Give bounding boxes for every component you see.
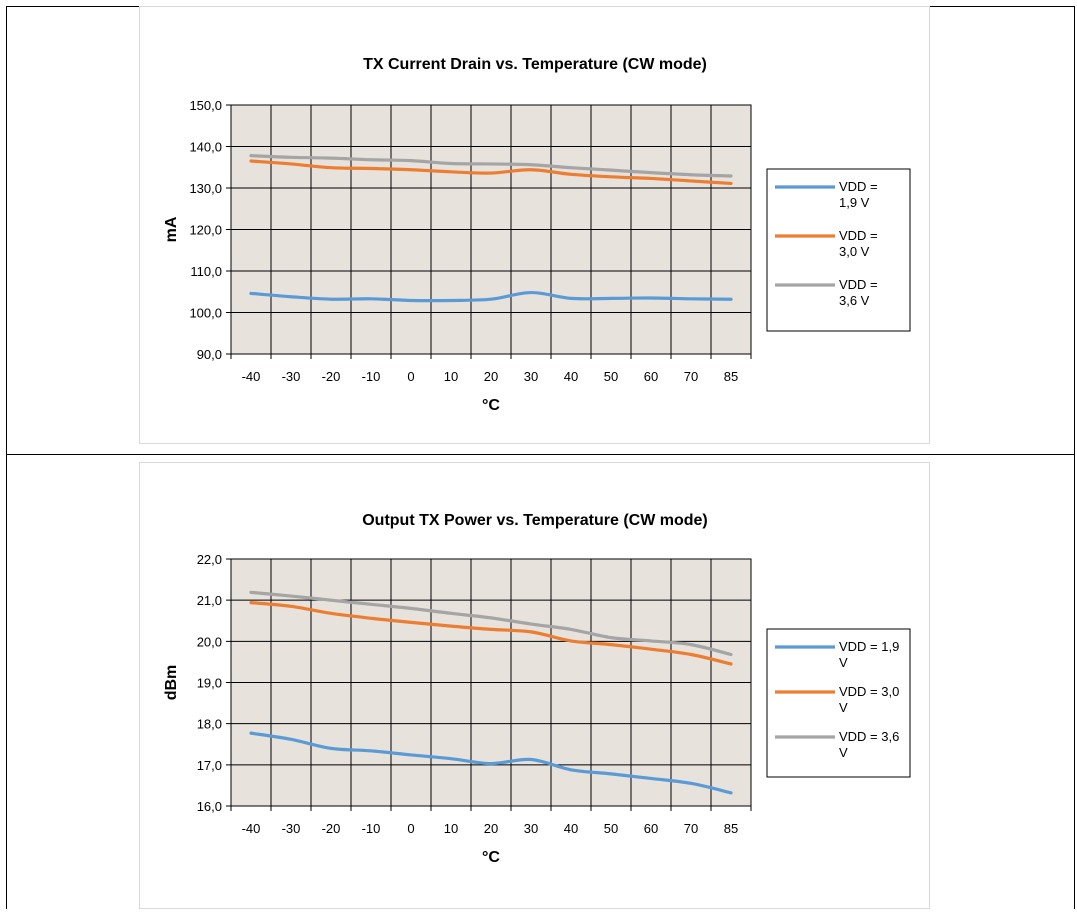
chart1-legend-label-line: V (839, 745, 848, 760)
chart0-x-tick-label: 60 (644, 369, 658, 384)
chart0-x-tick-label: 0 (407, 369, 414, 384)
chart0-x-tick-label: -10 (362, 369, 381, 384)
chart0-legend-label-line: 3,6 V (839, 293, 870, 308)
chart0-legend-box (766, 168, 911, 332)
chart1-x-tick-label: 70 (684, 821, 698, 836)
chart0-legend-label-line: 1,9 V (839, 195, 870, 210)
chart0-legend-label-line: VDD = (839, 228, 878, 243)
chart0-x-tick-label: 70 (684, 369, 698, 384)
chart1-x-tick-label: 30 (524, 821, 538, 836)
row-divider (6, 454, 1075, 455)
chart1-x-tick-label: 40 (564, 821, 578, 836)
chart1-legend-label-line: V (839, 700, 848, 715)
chart0-y-tick-label: 100,0 (189, 306, 222, 321)
chart0-y-tick-label: 130,0 (189, 181, 222, 196)
chart1-legend-label-line: V (839, 655, 848, 670)
chart1-x-tick-label: -40 (242, 821, 261, 836)
chart0-series-line-3 (249, 154, 733, 178)
chart0-series-line-2 (249, 159, 733, 186)
chart0-y-tick-label: 140,0 (189, 140, 222, 155)
chart0-y-tick-label: 120,0 (189, 223, 222, 238)
chart0-y-tick-label: 150,0 (189, 98, 222, 113)
chart0-legend-label-2: VDD = 3,0 V (839, 228, 878, 259)
chart0-x-tick-label: 85 (724, 369, 738, 384)
chart0-x-tick-label: 10 (444, 369, 458, 384)
chart1-legend-label-line: VDD = 1,9 (839, 639, 899, 654)
chart0-y-tick-label: 90,0 (197, 347, 222, 362)
chart-output-power-svg: Output TX Power vs. Temperature (CW mode… (163, 512, 911, 866)
chart1-x-tick-label: 20 (484, 821, 498, 836)
chart-current-drain-svg: TX Current Drain vs. Temperature (CW mod… (163, 56, 911, 414)
chart1-series-line-1 (249, 731, 733, 795)
chart1-y-tick-label: 19,0 (197, 676, 222, 691)
chart0-legend-label-1: VDD = 1,9 V (839, 179, 878, 210)
chart1-x-tick-label: 85 (724, 821, 738, 836)
chart1-y-tick-label: 21,0 (197, 593, 222, 608)
chart0-y-tick-label: 110,0 (190, 264, 222, 279)
chart0-legend-label-line: VDD = (839, 179, 878, 194)
chart0-x-tick-label: 30 (524, 369, 538, 384)
chart0-y-axis-label: mA (163, 216, 180, 242)
chart1-legend-label-3: VDD = 3,6 V (839, 729, 899, 760)
chart1-legend-label-2: VDD = 3,0 V (839, 684, 899, 715)
chart0-legend-label-line: 3,0 V (839, 244, 870, 259)
chart1-x-axis-label: °C (482, 849, 500, 866)
chart0-x-tick-label: 50 (604, 369, 618, 384)
chart1-y-tick-label: 20,0 (197, 634, 222, 649)
chart1-x-tick-label: 0 (407, 821, 414, 836)
chart1-legend-box (766, 628, 911, 778)
chart1-x-tick-label: -10 (362, 821, 381, 836)
chart1-legend-label-line: VDD = 3,6 (839, 729, 899, 744)
chart-output-power: Output TX Power vs. Temperature (CW mode… (139, 462, 930, 909)
chart0-x-tick-label: -20 (322, 369, 341, 384)
chart1-y-axis-label: dBm (163, 665, 180, 701)
chart1-legend-label-line: VDD = 3,0 (839, 684, 899, 699)
chart0-x-tick-label: 40 (564, 369, 578, 384)
chart1-y-tick-label: 18,0 (197, 717, 222, 732)
chart1-x-tick-label: 10 (444, 821, 458, 836)
chart0-legend-label-3: VDD = 3,6 V (839, 277, 878, 308)
chart1-x-tick-label: -30 (282, 821, 301, 836)
chart-current-drain: TX Current Drain vs. Temperature (CW mod… (139, 6, 930, 444)
chart0-x-tick-label: -30 (282, 369, 301, 384)
chart1-x-tick-label: -20 (322, 821, 341, 836)
chart1-y-tick-label: 22,0 (197, 552, 222, 567)
chart1-legend-label-1: VDD = 1,9 V (839, 639, 899, 670)
chart1-y-tick-label: 17,0 (197, 758, 222, 773)
chart0-legend-label-line: VDD = (839, 277, 878, 292)
chart0-x-tick-label: -40 (242, 369, 261, 384)
chart1-x-tick-label: 60 (644, 821, 658, 836)
chart0-series-line-1 (249, 290, 733, 303)
chart1-series-line-3 (249, 590, 733, 657)
chart0-x-tick-label: 20 (484, 369, 498, 384)
chart1-series-line-2 (249, 601, 733, 666)
chart1-y-tick-label: 16,0 (197, 799, 222, 814)
chart0-x-axis-label: °C (482, 397, 500, 414)
chart1-x-tick-label: 50 (604, 821, 618, 836)
chart1-title: Output TX Power vs. Temperature (CW mode… (362, 512, 708, 529)
chart0-title: TX Current Drain vs. Temperature (CW mod… (363, 56, 707, 73)
